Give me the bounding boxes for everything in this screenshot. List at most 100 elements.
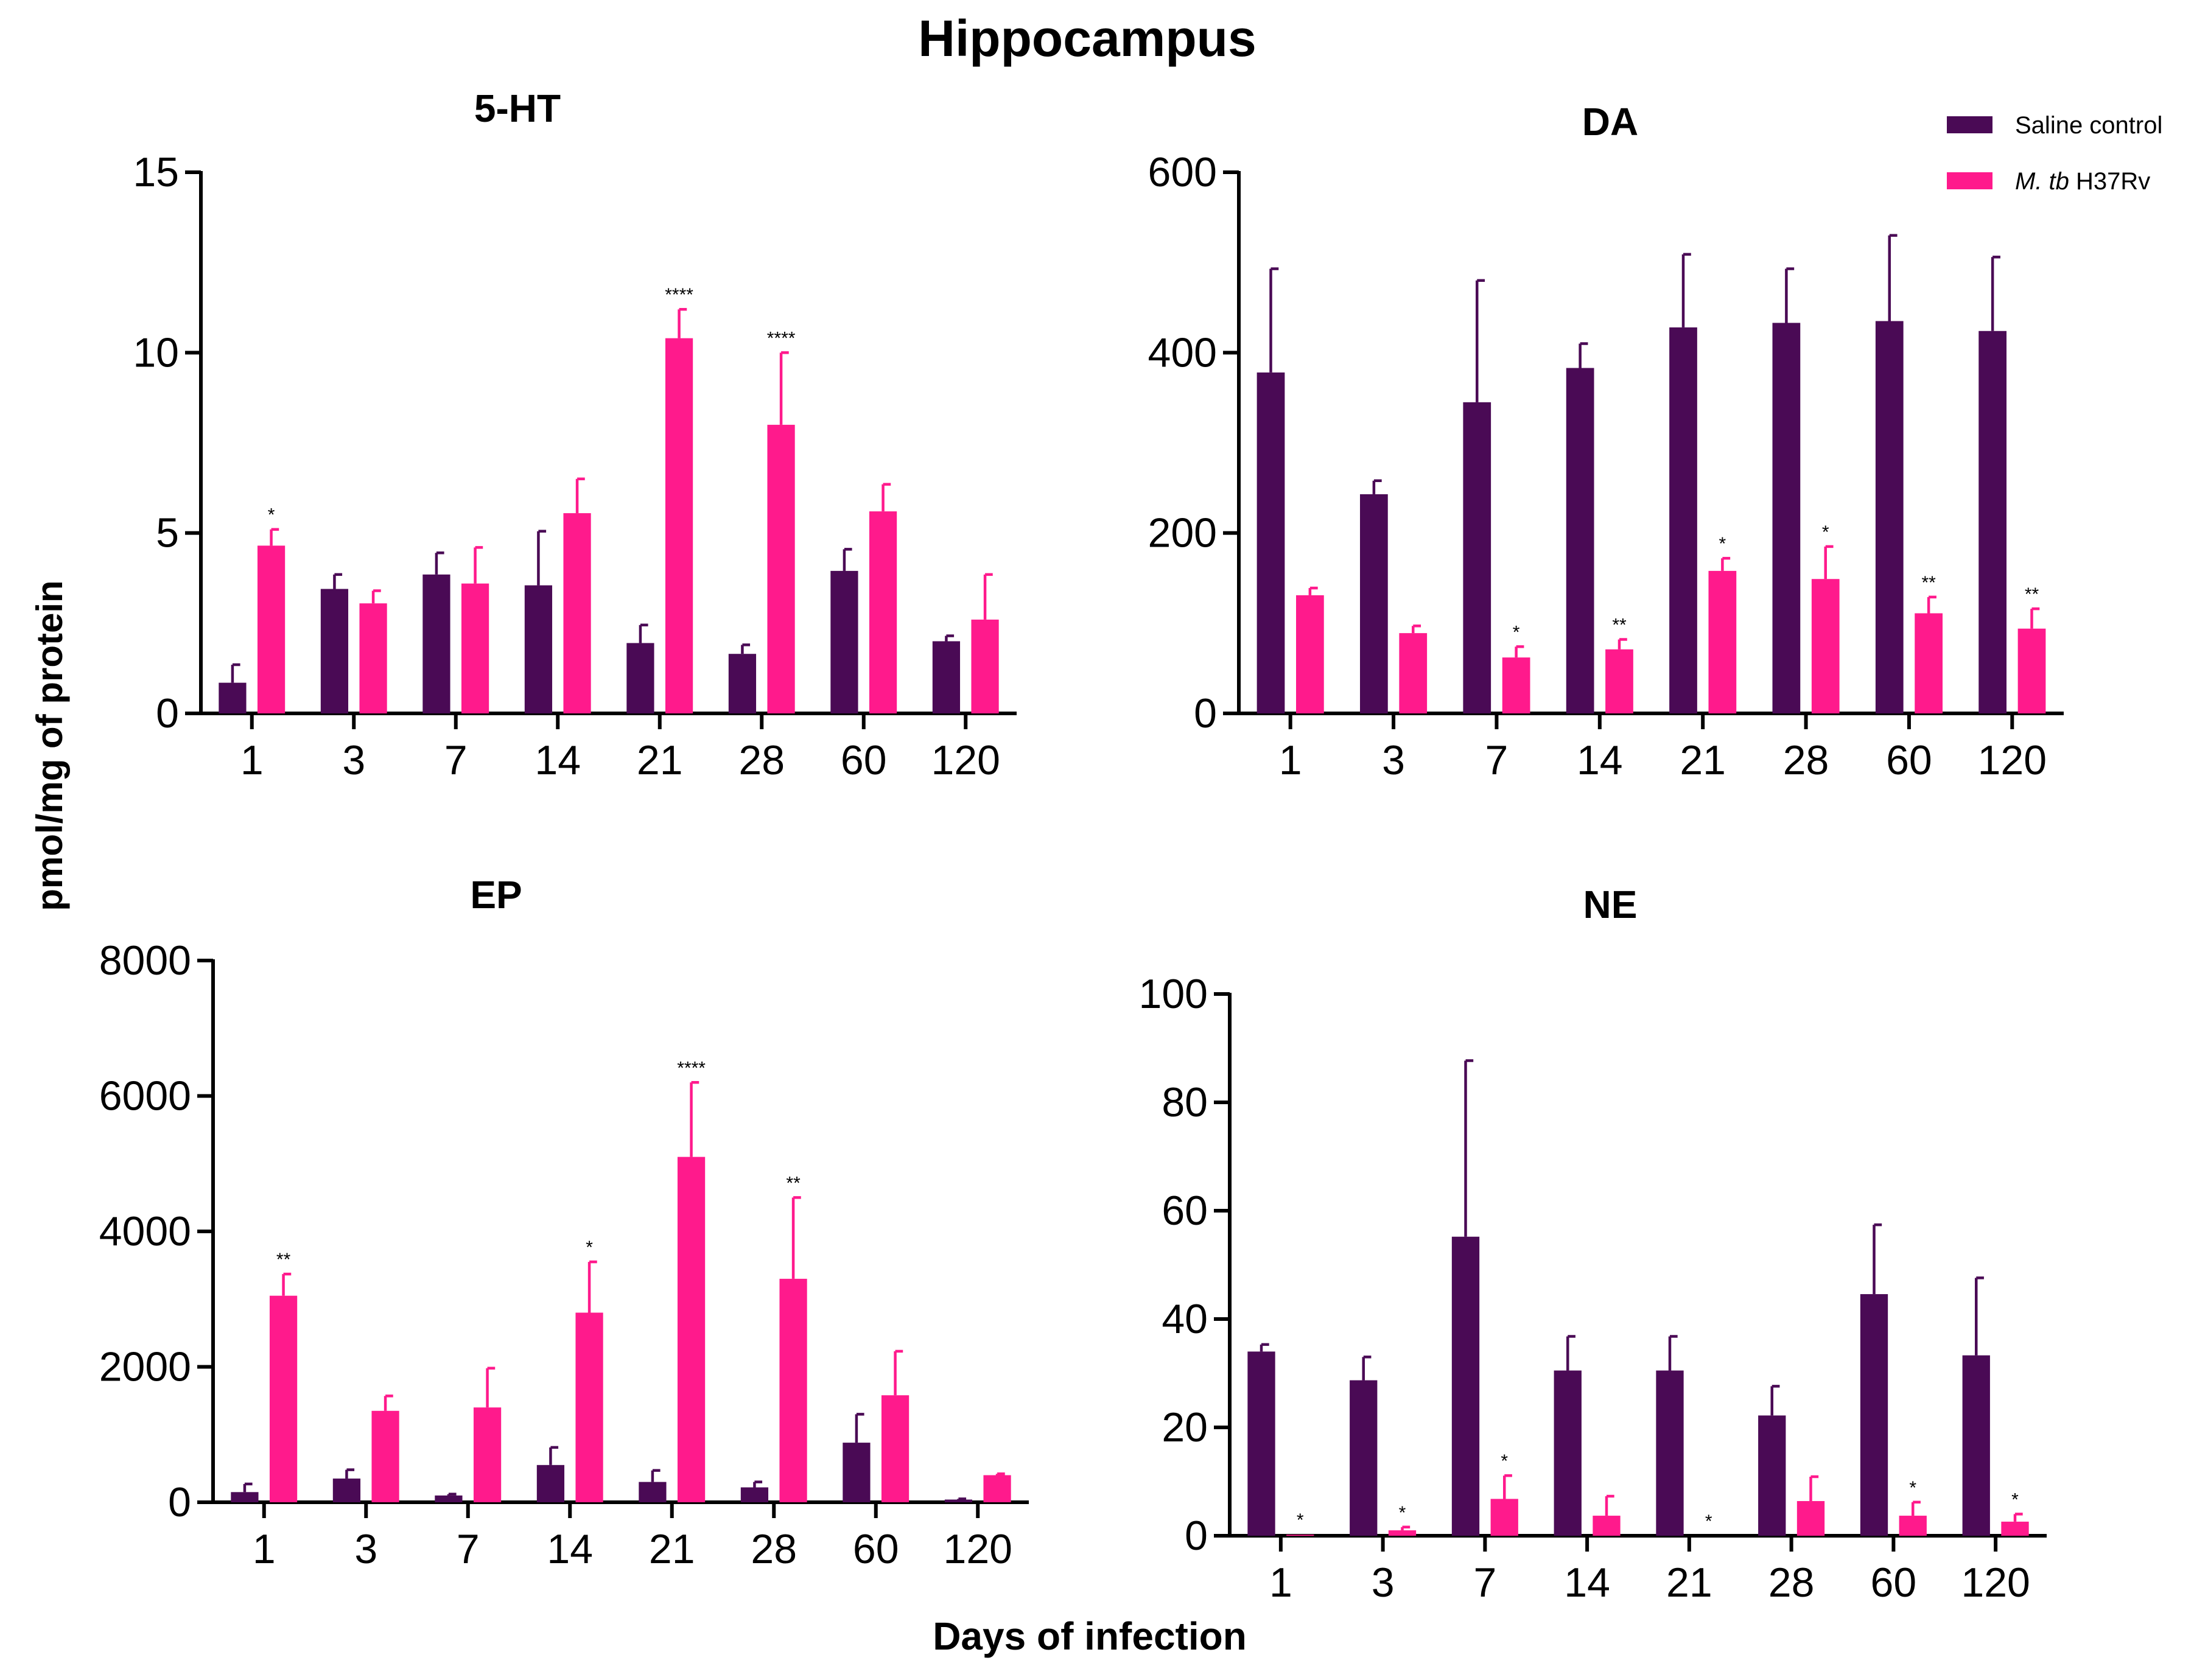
- bar-mtb: [1286, 1535, 1314, 1536]
- x-tick-label: 60: [1886, 737, 1932, 783]
- bar-mtb: [665, 338, 693, 713]
- bar-saline: [1451, 1236, 1480, 1536]
- x-tick-label: 60: [1871, 1559, 1917, 1606]
- bar-saline: [1256, 372, 1285, 713]
- legend: Saline control M. tb H37Rv: [1947, 112, 2162, 195]
- y-axis-label: pmol/mg of protein: [29, 580, 70, 911]
- significance-mark: *: [1513, 622, 1520, 642]
- bar-mtb: [869, 511, 897, 713]
- bar-saline: [626, 643, 654, 713]
- bar-mtb: [1490, 1499, 1518, 1536]
- x-tick-label: 28: [751, 1526, 797, 1572]
- bar-saline: [1656, 1370, 1684, 1536]
- y-tick-label: 8000: [99, 937, 191, 984]
- x-tick-label: 7: [1473, 1559, 1496, 1606]
- bar-saline: [422, 574, 450, 713]
- significance-mark: **: [786, 1173, 801, 1193]
- x-tick-label: 14: [547, 1526, 593, 1572]
- bar-saline: [1566, 368, 1594, 713]
- significance-mark: **: [1921, 573, 1936, 593]
- bar-mtb: [473, 1407, 502, 1502]
- legend-swatch: [1947, 172, 1992, 189]
- panel-title: NE: [1583, 883, 1638, 926]
- significance-mark: ****: [677, 1058, 706, 1078]
- bar-mtb: [1796, 1501, 1825, 1536]
- panel-title: DA: [1582, 100, 1638, 144]
- significance-mark: ****: [665, 285, 693, 305]
- bar-mtb: [371, 1410, 399, 1502]
- bar-mtb: [971, 619, 999, 713]
- panel-ne: NE 0 20 40 60 80 100 1 * 3 * 7 * 14 21 * 28 60 * 120 *: [1139, 883, 2047, 1606]
- panel-title: 5-HT: [474, 86, 561, 130]
- bar-saline: [1554, 1370, 1582, 1536]
- y-tick-label: 0: [1194, 690, 1217, 737]
- bar-saline: [1772, 323, 1801, 713]
- significance-mark: *: [1705, 1511, 1712, 1531]
- significance-mark: **: [1612, 615, 1627, 635]
- bar-mtb: [1899, 1516, 1927, 1536]
- y-tick-label: 100: [1139, 971, 1208, 1017]
- significance-mark: ****: [767, 328, 796, 348]
- y-tick-label: 200: [1148, 510, 1217, 556]
- bar-mtb: [359, 603, 387, 713]
- legend-swatch: [1947, 116, 1992, 133]
- bar-saline: [320, 589, 349, 713]
- significance-mark: *: [1501, 1451, 1508, 1471]
- x-tick-label: 3: [1372, 1559, 1395, 1606]
- x-tick-label: 3: [354, 1526, 377, 1572]
- y-tick-label: 5: [156, 510, 179, 556]
- bar-mtb: [1399, 633, 1428, 713]
- significance-mark: *: [1297, 1510, 1304, 1530]
- bar-saline: [1978, 331, 2006, 713]
- bar-saline: [219, 682, 247, 713]
- significance-mark: *: [2011, 1489, 2019, 1510]
- bar-mtb: [1811, 579, 1840, 713]
- bar-saline: [1669, 327, 1697, 713]
- bar-mtb: [983, 1475, 1011, 1502]
- significance-mark: *: [586, 1237, 593, 1258]
- x-tick-label: 14: [534, 737, 581, 783]
- bar-saline: [1360, 494, 1388, 713]
- y-tick-label: 15: [133, 149, 179, 195]
- x-tick-label: 14: [1564, 1559, 1610, 1606]
- bar-mtb: [1296, 595, 1324, 713]
- y-tick-label: 6000: [99, 1073, 191, 1119]
- x-tick-label: 7: [444, 737, 468, 783]
- panel-title: EP: [470, 873, 522, 917]
- bar-saline: [1350, 1380, 1378, 1536]
- y-tick-label: 10: [133, 329, 179, 376]
- x-tick-label: 14: [1577, 737, 1623, 783]
- x-tick-label: 21: [637, 737, 683, 783]
- bar-mtb: [767, 424, 795, 713]
- x-tick-label: 120: [931, 737, 1000, 783]
- y-tick-label: 80: [1162, 1079, 1208, 1125]
- bar-mtb: [1502, 657, 1530, 713]
- x-tick-label: 1: [1269, 1559, 1292, 1606]
- significance-mark: *: [1909, 1478, 1916, 1498]
- panel-da: DA 0 200 400 600 1 3 7 * 14 ** 21 * 28 * 60 ** 120 **: [1148, 100, 2064, 783]
- x-tick-label: 28: [1783, 737, 1829, 783]
- x-axis-label: Days of infection: [933, 1614, 1247, 1658]
- significance-mark: *: [1399, 1503, 1406, 1523]
- bar-saline: [435, 1495, 463, 1502]
- bar-mtb: [1708, 570, 1737, 713]
- legend-label-part: Saline control: [2015, 112, 2162, 139]
- bar-mtb: [779, 1278, 807, 1502]
- bar-mtb: [2001, 1521, 2029, 1536]
- y-tick-label: 40: [1162, 1296, 1208, 1342]
- bar-saline: [524, 585, 553, 713]
- y-tick-label: 0: [168, 1479, 191, 1525]
- y-tick-label: 0: [1185, 1513, 1208, 1559]
- bar-saline: [932, 641, 961, 713]
- legend-label-part: H37Rv: [2069, 168, 2150, 195]
- bar-mtb: [1593, 1516, 1621, 1536]
- x-tick-label: 1: [240, 737, 264, 783]
- bar-saline: [843, 1443, 871, 1502]
- bar-mtb: [1388, 1530, 1417, 1536]
- x-tick-label: 21: [1666, 1559, 1712, 1606]
- x-tick-label: 60: [853, 1526, 899, 1572]
- y-tick-label: 400: [1148, 329, 1217, 376]
- x-tick-label: 7: [1485, 737, 1509, 783]
- bar-saline: [1758, 1415, 1786, 1536]
